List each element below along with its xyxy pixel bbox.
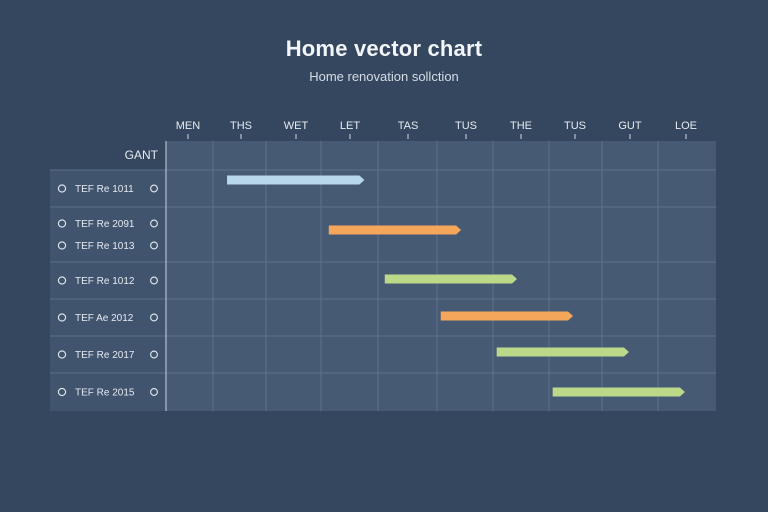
column-label: THE xyxy=(510,120,532,132)
row-status-icon xyxy=(57,276,67,285)
row-label: TEF Re 2091 xyxy=(75,219,135,230)
row-status-icon xyxy=(57,387,67,397)
row-label: TEF Re 1011 xyxy=(75,184,134,195)
column-label: TUS xyxy=(455,120,477,132)
row-label: TEF Re 2015 xyxy=(75,388,135,399)
task-bar xyxy=(328,225,462,235)
row-label-panel xyxy=(50,170,166,411)
task-bar xyxy=(227,175,365,185)
task-bar xyxy=(440,311,573,321)
row-label: TEF Ae 2012 xyxy=(75,313,134,324)
column-label: LET xyxy=(340,120,360,132)
column-label: WET xyxy=(284,120,309,132)
corner-label: GANT xyxy=(125,148,159,162)
row-end-circle xyxy=(150,276,158,285)
task-bar xyxy=(384,274,518,284)
row-status-icon xyxy=(57,350,67,359)
row-status-icon xyxy=(57,184,67,193)
row-label: TEF Re 1012 xyxy=(75,276,135,287)
row-end-circle xyxy=(150,184,158,193)
task-bar xyxy=(496,347,629,357)
row-status-icon xyxy=(57,219,67,228)
column-label: LOE xyxy=(675,120,697,132)
column-label: GUT xyxy=(618,120,642,132)
row-end-circle xyxy=(150,241,158,250)
column-label: THS xyxy=(230,120,252,132)
row-end-circle xyxy=(150,313,158,322)
row-label: TEF Re 2017 xyxy=(75,350,135,361)
row-end-circle xyxy=(150,388,158,396)
column-label: MEN xyxy=(176,120,201,132)
row-end-circle xyxy=(150,219,158,228)
column-label: TUS xyxy=(564,120,586,132)
chart-subtitle: Home renovation sollction xyxy=(309,69,459,84)
chart-title: Home vector chart xyxy=(285,36,483,61)
row-status-icon xyxy=(57,313,67,322)
row-end-circle xyxy=(150,350,158,359)
row-status-icon xyxy=(57,241,67,250)
task-bar xyxy=(552,387,685,397)
column-label: TAS xyxy=(398,120,419,132)
row-label: TEF Re 1013 xyxy=(75,241,135,252)
